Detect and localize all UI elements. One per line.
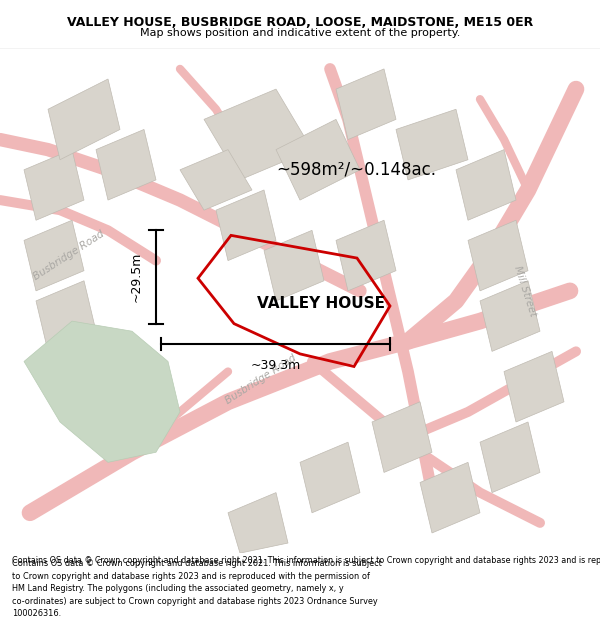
Polygon shape bbox=[216, 190, 276, 261]
Text: co-ordinates) are subject to Crown copyright and database rights 2023 Ordnance S: co-ordinates) are subject to Crown copyr… bbox=[12, 597, 377, 606]
Text: ~39.3m: ~39.3m bbox=[250, 359, 301, 372]
Text: Busbridge Road: Busbridge Road bbox=[32, 229, 106, 282]
Polygon shape bbox=[96, 129, 156, 200]
Text: HM Land Registry. The polygons (including the associated geometry, namely x, y: HM Land Registry. The polygons (includin… bbox=[12, 584, 344, 593]
Polygon shape bbox=[36, 281, 96, 351]
Text: Map shows position and indicative extent of the property.: Map shows position and indicative extent… bbox=[140, 28, 460, 38]
Polygon shape bbox=[24, 321, 180, 462]
Polygon shape bbox=[264, 231, 324, 301]
Polygon shape bbox=[504, 351, 564, 422]
Polygon shape bbox=[372, 402, 432, 472]
Text: 100026316.: 100026316. bbox=[12, 609, 61, 618]
Text: Contains OS data © Crown copyright and database right 2021. This information is : Contains OS data © Crown copyright and d… bbox=[12, 556, 600, 565]
Text: Contains OS data © Crown copyright and database right 2021. This information is : Contains OS data © Crown copyright and d… bbox=[12, 559, 382, 568]
Text: ~29.5m: ~29.5m bbox=[130, 252, 143, 302]
Text: VALLEY HOUSE: VALLEY HOUSE bbox=[257, 296, 385, 311]
Polygon shape bbox=[468, 220, 528, 291]
Polygon shape bbox=[276, 119, 360, 200]
Text: Busbridge Road: Busbridge Road bbox=[224, 352, 298, 406]
Text: Mill Street: Mill Street bbox=[512, 264, 538, 318]
Polygon shape bbox=[228, 492, 288, 553]
Text: VALLEY HOUSE, BUSBRIDGE ROAD, LOOSE, MAIDSTONE, ME15 0ER: VALLEY HOUSE, BUSBRIDGE ROAD, LOOSE, MAI… bbox=[67, 16, 533, 29]
Polygon shape bbox=[336, 220, 396, 291]
Polygon shape bbox=[24, 220, 84, 291]
Polygon shape bbox=[480, 281, 540, 351]
Text: to Crown copyright and database rights 2023 and is reproduced with the permissio: to Crown copyright and database rights 2… bbox=[12, 572, 370, 581]
Polygon shape bbox=[456, 149, 516, 220]
Polygon shape bbox=[48, 79, 120, 160]
Polygon shape bbox=[204, 89, 312, 180]
Polygon shape bbox=[336, 69, 396, 139]
Text: ~598m²/~0.148ac.: ~598m²/~0.148ac. bbox=[276, 161, 436, 179]
Polygon shape bbox=[420, 462, 480, 533]
Polygon shape bbox=[180, 149, 252, 210]
Polygon shape bbox=[24, 149, 84, 220]
Polygon shape bbox=[396, 109, 468, 180]
Polygon shape bbox=[480, 422, 540, 492]
Polygon shape bbox=[300, 442, 360, 512]
